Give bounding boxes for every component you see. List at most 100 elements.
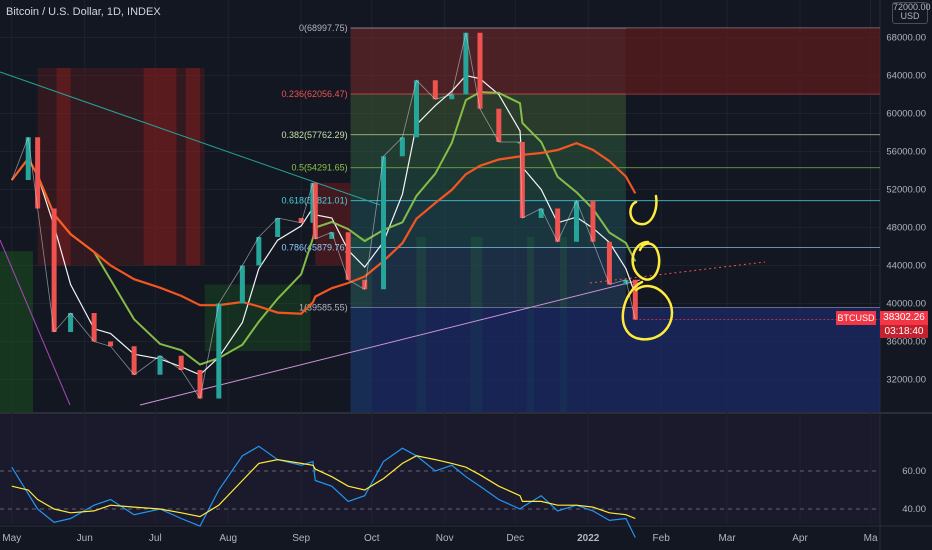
annotation-stroke [629, 194, 658, 226]
sma-short-line [11, 74, 636, 376]
x-tick-label: Dec [506, 533, 524, 544]
candle [362, 279, 368, 290]
annotation-stroke [621, 280, 674, 341]
fib-band-ext [625, 28, 880, 94]
candle [216, 303, 222, 399]
red-zone [37, 67, 205, 266]
fib-band [350, 93, 626, 135]
currency-top-value: 72000.00 [893, 2, 931, 12]
red-zone [56, 67, 71, 266]
y-tick-label: 36000.00 [886, 337, 926, 348]
trend-line-dotted [589, 261, 766, 284]
trend-line-purple [0, 239, 71, 406]
trend-lines[interactable] [0, 71, 766, 406]
fib-label: 0.382(57762.29) [282, 130, 348, 140]
x-tick-label: Nov [436, 533, 454, 544]
rsi-pane [0, 445, 880, 538]
fib-band [350, 167, 626, 201]
red-zone [143, 67, 177, 266]
candle [91, 313, 97, 342]
rsi-ma-line [11, 455, 636, 520]
candle [298, 218, 304, 223]
x-tick-label: Feb [653, 533, 671, 544]
candle [312, 182, 318, 239]
candle [413, 80, 419, 138]
candle [131, 346, 137, 375]
red-zone [185, 67, 200, 266]
annotation-stroke [631, 240, 661, 281]
price-tag-symbol: BTCUSD [836, 311, 876, 325]
price-tag-countdown: 03:18:40 [880, 325, 928, 338]
fib-band [350, 28, 626, 94]
candle [606, 241, 612, 285]
x-tick-label: Ma [864, 533, 878, 544]
y-tick-label: 52000.00 [886, 185, 926, 196]
trend-line-support [139, 279, 641, 406]
axes: 68000.00 64000.00 60000.00 56000.00 52000.00… [2, 33, 926, 545]
candle [538, 208, 544, 218]
fib-band [350, 247, 626, 308]
price-tag-value: 38302.26 [880, 311, 928, 325]
candle [345, 232, 351, 280]
candle [573, 200, 579, 242]
fib-retracement[interactable]: 0(68997.75) 0.236(62056.47) 0.382(57762.29… [282, 23, 880, 412]
red-zone [315, 182, 351, 266]
candle [381, 156, 387, 290]
fib-label: 0(68997.75) [299, 23, 348, 33]
candle [197, 370, 203, 399]
candle [519, 142, 525, 218]
x-tick-label: Apr [792, 533, 808, 544]
x-tick-label: Jun [77, 533, 93, 544]
y-tick-label: 68000.00 [886, 33, 926, 44]
green-zone [204, 284, 311, 351]
candle [555, 208, 561, 242]
chart-title: Bitcoin / U.S. Dollar, 1D, INDEX [6, 6, 161, 18]
highlight-zones [0, 67, 568, 412]
x-tick-label: Jul [149, 533, 162, 544]
rsi-tick-label: 60.00 [902, 466, 926, 477]
fib-band [350, 200, 626, 248]
price-series [11, 32, 880, 400]
hand-drawn-annotations [621, 194, 674, 341]
y-tick-label: 40000.00 [886, 299, 926, 310]
candle [632, 279, 638, 320]
x-tick-label: May [2, 533, 21, 544]
candle [623, 279, 629, 285]
candle [25, 137, 31, 180]
candle [329, 232, 335, 239]
price-line [11, 32, 636, 400]
candle [432, 80, 438, 100]
sma-long-line [10, 142, 637, 315]
candle [590, 200, 596, 242]
candle [463, 32, 469, 95]
currency-selector[interactable]: 72000.00 USD [892, 2, 931, 24]
candle [68, 313, 74, 332]
fib-label: 0.236(62056.47) [282, 89, 348, 99]
moving-averages [10, 74, 637, 376]
y-tick-label: 32000.00 [886, 375, 926, 386]
trend-line-teal [0, 71, 381, 206]
candle [477, 32, 483, 109]
y-tick-label: 64000.00 [886, 71, 926, 82]
currency-label: USD [900, 11, 920, 21]
y-tick-label: 56000.00 [886, 147, 926, 158]
y-tick-label: 44000.00 [886, 261, 926, 272]
candle [157, 355, 163, 375]
fib-band-below [350, 307, 880, 412]
rsi-tick-label: 40.00 [902, 504, 926, 515]
candle [178, 355, 184, 370]
sma-mid-line [11, 91, 637, 366]
last-price-tag: BTCUSD 38302.26 03:18:40 [836, 311, 932, 339]
green-zone [0, 251, 33, 412]
y-tick-label: 48000.00 [886, 223, 926, 234]
candle [496, 108, 502, 142]
fib-label: 1(39585.55) [299, 302, 348, 312]
y-tick-label: 60000.00 [886, 109, 926, 120]
candle [399, 137, 405, 157]
candle [275, 218, 281, 237]
x-tick-label: Mar [718, 533, 736, 544]
fib-label: 0.5(54291.65) [292, 163, 348, 173]
candle [108, 341, 114, 347]
rsi-line [11, 445, 636, 538]
